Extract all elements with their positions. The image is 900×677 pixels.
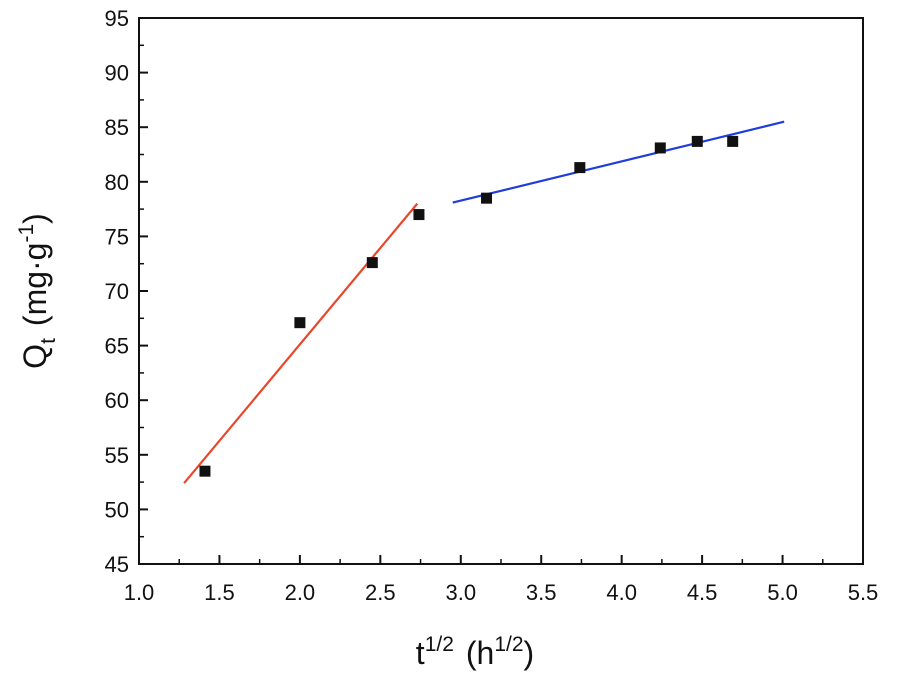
- data-point: [574, 162, 586, 174]
- y-tick-label: 60: [105, 388, 129, 413]
- y-axis-title-unit: (mg·g: [17, 243, 53, 327]
- y-tick-label: 45: [105, 552, 129, 577]
- data-point: [654, 142, 666, 154]
- x-axis-title-base: t: [416, 635, 425, 671]
- y-tick-label: 90: [105, 61, 129, 86]
- y-axis-title: Qt (mg·g-1): [15, 213, 60, 369]
- y-axis-ticks: 45 50 55 60 65 70 75 80 85 90 95: [105, 6, 148, 577]
- y-tick-label: 50: [105, 497, 129, 522]
- y-tick-label: 65: [105, 334, 129, 359]
- y-axis-title-unit-close: ): [17, 213, 53, 224]
- data-point: [727, 135, 739, 147]
- fit-lines: [183, 120, 785, 484]
- x-tick-label: 4.5: [687, 580, 718, 605]
- y-tick-label: 75: [105, 224, 129, 249]
- y-tick-label: 80: [105, 170, 129, 195]
- fit-line-1: [183, 202, 419, 484]
- data-point: [199, 465, 211, 477]
- data-points: [199, 135, 739, 477]
- x-tick-label: 2.5: [365, 580, 396, 605]
- y-tick-label: 95: [105, 6, 129, 31]
- data-point: [366, 257, 378, 269]
- x-axis-title-sup: 1/2: [425, 633, 454, 656]
- y-axis-title-base: Q: [17, 344, 53, 369]
- x-tick-label: 1.5: [204, 580, 235, 605]
- x-axis-title: t1/2 (h1/2): [416, 633, 534, 671]
- data-point: [413, 209, 425, 221]
- data-point: [691, 135, 703, 147]
- x-axis-title-unit-sup: 1/2: [494, 633, 523, 656]
- y-tick-label: 55: [105, 443, 129, 468]
- x-tick-label: 3.5: [526, 580, 557, 605]
- y-axis-title-unit-sup: -1: [15, 224, 38, 243]
- y-axis-title-sub: t: [37, 338, 60, 344]
- x-axis-title-unit-close: ): [524, 635, 535, 671]
- x-tick-label: 5.0: [767, 580, 798, 605]
- x-tick-label: 1.0: [124, 580, 155, 605]
- y-tick-label: 70: [105, 279, 129, 304]
- y-tick-label: 85: [105, 115, 129, 140]
- data-point: [294, 317, 306, 329]
- plot-area: [138, 17, 864, 565]
- fit-line-2: [452, 120, 785, 204]
- x-tick-label: 4.0: [606, 580, 637, 605]
- x-tick-label: 3.0: [445, 580, 476, 605]
- x-axis-title-unit: (h: [466, 635, 494, 671]
- x-tick-label: 2.0: [285, 580, 316, 605]
- data-point: [481, 192, 493, 204]
- x-tick-label: 5.5: [848, 580, 879, 605]
- x-axis-ticks: 1.0 1.5 2.0 2.5 3.0 3.5 4.0 4.5 5.0 5.5: [124, 555, 879, 605]
